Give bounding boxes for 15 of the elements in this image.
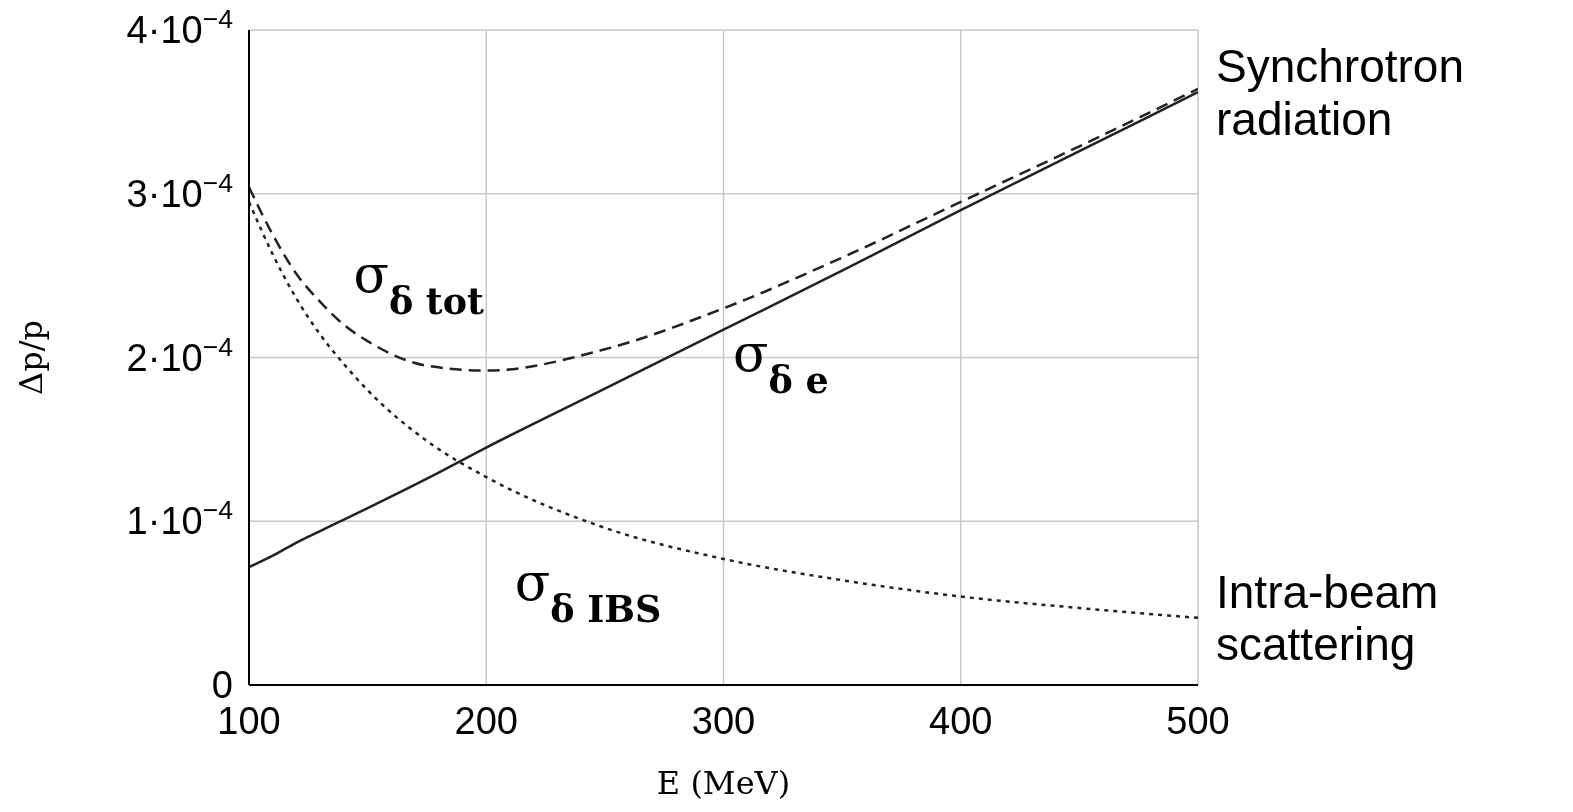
x-axis-title: E (MeV) (656, 764, 791, 802)
annotation: σ$_{δ tot}$ (353, 244, 484, 323)
x-tick-label: 400 (929, 699, 993, 742)
annotation: σ$_{δ e}$ (732, 322, 829, 402)
y-axis-title: Δp/p (12, 320, 50, 395)
y-tick-label: 2·10$^{−4}$ (126, 331, 234, 379)
annotation: σ$_{δ IBS}$ (514, 551, 662, 631)
y-tick-label: 4·10$^{−4}$ (126, 4, 234, 51)
x-tick-label: 500 (1166, 699, 1230, 742)
x-tick-label: 200 (454, 699, 518, 742)
y-tick-label: 3·10$^{−4}$ (126, 167, 234, 215)
y-tick-label: 1·10$^{−4}$ (126, 495, 234, 543)
annotation: Synchrotron radiation (1216, 39, 1465, 145)
annotation: Intra-beam scattering (1216, 565, 1439, 671)
x-tick-label: 300 (691, 699, 756, 742)
